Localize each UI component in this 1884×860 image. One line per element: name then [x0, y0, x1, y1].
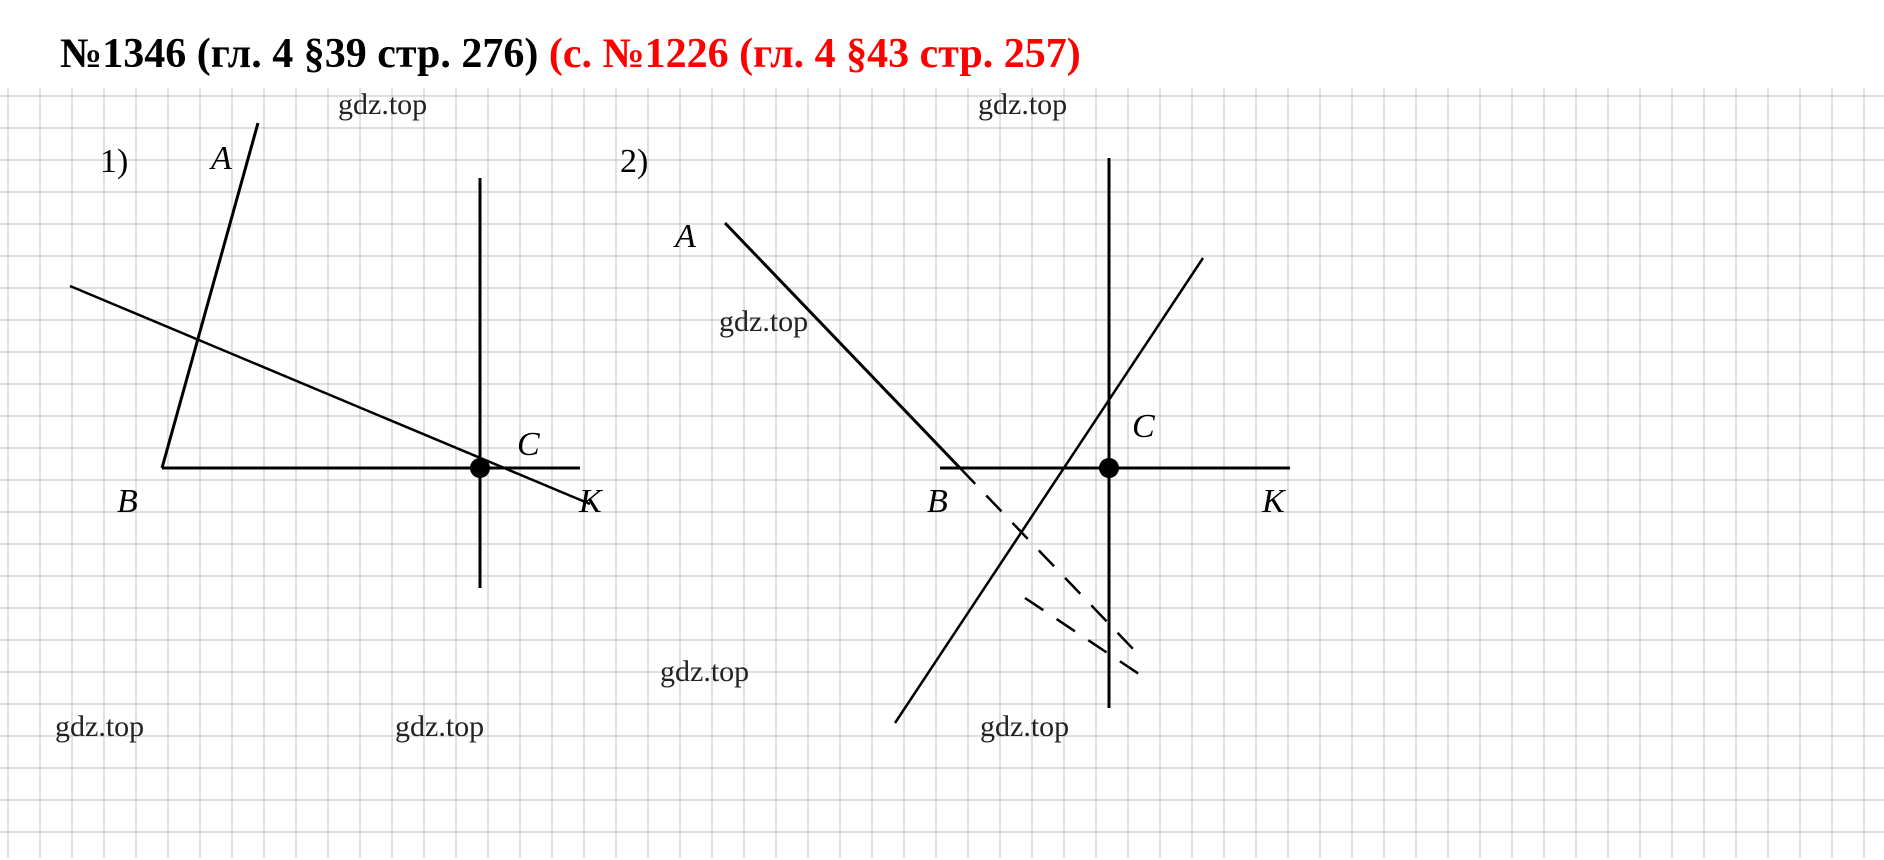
watermark: gdz.top: [719, 305, 808, 339]
panel1-label-K: K: [579, 483, 602, 521]
panel2-label-B: B: [927, 483, 948, 521]
watermark: gdz.top: [395, 710, 484, 744]
watermark: gdz.top: [980, 710, 1069, 744]
panel1-label-B: B: [117, 483, 138, 521]
panel2-label-A: A: [675, 218, 696, 256]
panel2-number: 2): [620, 143, 648, 181]
watermark: gdz.top: [338, 88, 427, 122]
diagram-area: 1) A B C K 2) A B C K: [0, 88, 1884, 818]
panel2-label-K: K: [1262, 483, 1285, 521]
panel1-label-A: A: [211, 140, 232, 178]
page-header: №1346 (гл. 4 §39 стр. 276) (с. №1226 (гл…: [0, 0, 1884, 88]
watermark: gdz.top: [55, 710, 144, 744]
panel1-number: 1): [100, 143, 128, 181]
header-red-text: (с. №1226 (гл. 4 §43 стр. 257): [549, 31, 1081, 77]
panel2-label-C: C: [1132, 408, 1155, 446]
watermark: gdz.top: [978, 88, 1067, 122]
watermark: gdz.top: [660, 655, 749, 689]
header-black-text: №1346 (гл. 4 §39 стр. 276): [60, 31, 549, 77]
panel1-label-C: C: [517, 426, 540, 464]
diagram-svg: [0, 88, 1884, 858]
